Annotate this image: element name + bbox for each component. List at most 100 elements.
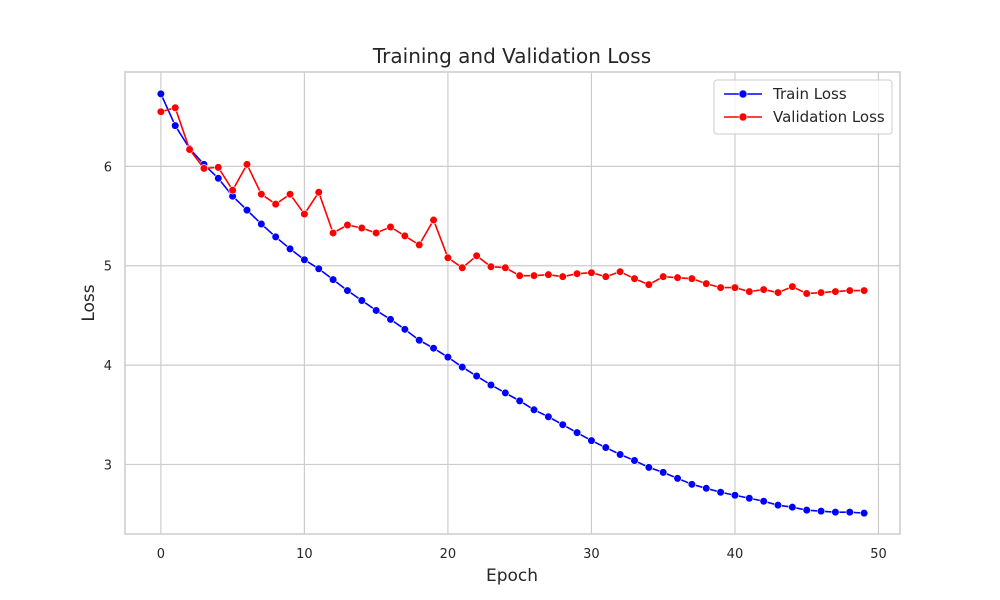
data-point-validation xyxy=(271,200,280,209)
plot-frame xyxy=(124,71,901,535)
data-point-train xyxy=(687,480,696,489)
x-tick-label: 20 xyxy=(440,547,457,562)
series-layer xyxy=(156,89,869,518)
data-point-validation xyxy=(501,263,510,272)
y-tick-label: 3 xyxy=(104,458,112,473)
data-point-train xyxy=(472,371,481,381)
data-point-train xyxy=(314,264,323,273)
data-point-validation xyxy=(156,107,165,116)
data-point-validation xyxy=(845,286,854,295)
y-tick-label: 6 xyxy=(104,160,112,175)
data-point-train xyxy=(673,474,682,483)
data-point-train xyxy=(816,507,826,516)
data-point-train xyxy=(616,450,625,459)
data-point-validation xyxy=(228,186,237,195)
data-point-validation xyxy=(199,164,209,173)
data-point-train xyxy=(702,484,711,493)
data-point-validation xyxy=(300,209,309,219)
data-point-train xyxy=(214,174,223,183)
data-point-validation xyxy=(860,286,869,295)
legend-label-train: Train Loss xyxy=(772,85,847,103)
data-point-train xyxy=(458,362,467,372)
data-point-train xyxy=(644,463,653,472)
data-point-validation xyxy=(515,271,524,280)
data-point-validation xyxy=(773,288,783,297)
data-point-validation xyxy=(386,222,395,232)
data-point-validation xyxy=(415,240,424,249)
data-point-train xyxy=(716,488,725,497)
data-point-train xyxy=(329,275,338,284)
data-point-train xyxy=(156,89,165,98)
data-point-validation xyxy=(644,280,653,289)
data-point-validation xyxy=(472,251,481,260)
data-point-validation xyxy=(357,223,366,233)
data-point-validation xyxy=(314,188,323,197)
data-point-train xyxy=(171,121,180,130)
data-point-train xyxy=(845,508,854,517)
x-tick-label: 30 xyxy=(583,547,600,562)
legend-marker-train xyxy=(738,89,748,99)
data-point-validation xyxy=(816,288,826,297)
data-point-validation xyxy=(242,160,252,169)
data-point-train xyxy=(357,296,366,305)
data-point-validation xyxy=(673,273,682,282)
grid xyxy=(125,72,900,534)
data-point-train xyxy=(486,380,496,390)
legend-label-validation: Validation Loss xyxy=(773,108,885,126)
data-point-validation xyxy=(759,285,768,294)
data-point-train xyxy=(529,405,539,414)
x-axis-label: Epoch xyxy=(486,566,538,586)
data-point-train xyxy=(257,219,266,229)
data-point-validation xyxy=(171,103,180,112)
y-tick-label: 4 xyxy=(104,359,112,374)
data-point-train xyxy=(773,501,783,510)
data-point-validation xyxy=(529,271,539,280)
data-point-validation xyxy=(587,268,596,277)
data-point-train xyxy=(630,456,639,465)
legend-marker-validation xyxy=(738,112,748,122)
data-point-validation xyxy=(802,289,811,298)
data-point-train xyxy=(802,506,811,515)
data-point-train xyxy=(501,388,510,398)
data-point-train xyxy=(400,325,409,334)
data-point-validation xyxy=(544,270,553,279)
data-point-train xyxy=(544,412,553,421)
data-point-validation xyxy=(601,272,610,281)
data-point-validation xyxy=(630,274,639,283)
data-point-train xyxy=(343,286,352,295)
y-axis-label: Loss xyxy=(79,284,99,321)
data-point-validation xyxy=(214,163,223,172)
data-point-validation xyxy=(616,267,625,276)
data-point-train xyxy=(587,436,596,445)
data-point-train xyxy=(386,315,395,324)
data-point-validation xyxy=(716,283,725,292)
data-point-validation xyxy=(745,287,754,296)
data-point-validation xyxy=(343,220,352,230)
data-point-validation xyxy=(443,253,453,262)
data-point-train xyxy=(659,468,668,477)
data-point-validation xyxy=(572,269,582,278)
data-point-validation xyxy=(285,190,295,199)
data-point-validation xyxy=(702,279,711,288)
data-point-train xyxy=(242,206,252,215)
data-point-validation xyxy=(185,145,194,154)
data-point-train xyxy=(730,491,740,500)
x-tick-label: 40 xyxy=(727,547,744,562)
data-point-train xyxy=(831,508,840,517)
y-tick-label: 5 xyxy=(104,260,112,275)
data-point-train xyxy=(860,509,869,518)
data-point-validation xyxy=(429,215,438,225)
data-point-validation xyxy=(831,287,840,296)
data-point-validation xyxy=(400,231,409,241)
data-point-train xyxy=(285,244,295,253)
data-point-validation xyxy=(486,262,496,271)
data-point-validation xyxy=(372,228,381,238)
data-point-train xyxy=(271,232,280,242)
x-tick-label: 0 xyxy=(157,547,165,562)
data-point-train xyxy=(515,396,524,405)
data-point-validation xyxy=(257,190,266,199)
data-point-validation xyxy=(458,263,467,272)
data-point-validation xyxy=(788,282,797,291)
series-validation xyxy=(156,103,869,298)
